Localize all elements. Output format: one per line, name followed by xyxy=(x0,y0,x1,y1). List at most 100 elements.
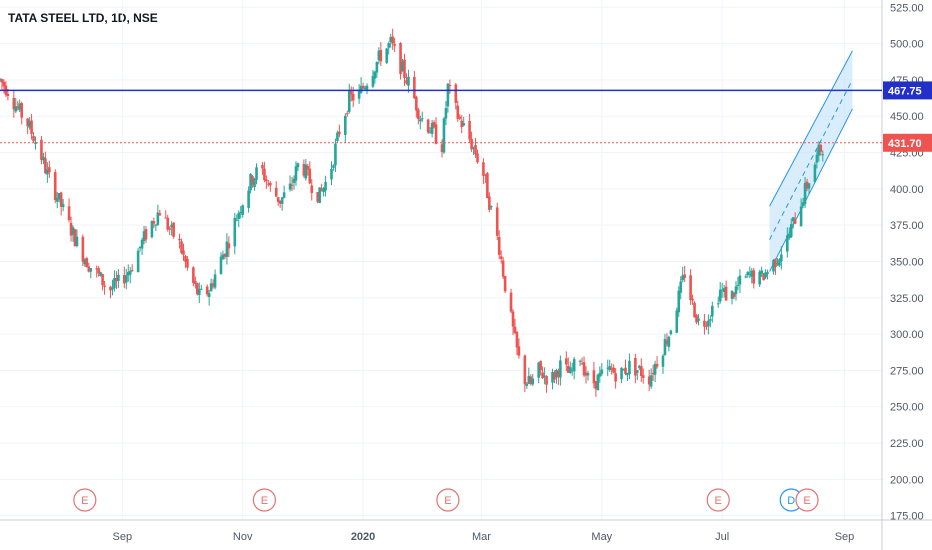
candle-body xyxy=(470,138,473,150)
candle-body xyxy=(426,119,430,133)
candle-body xyxy=(247,190,250,208)
candle-body xyxy=(695,315,698,323)
event-marker-label: E xyxy=(444,495,451,507)
candle-body xyxy=(458,116,462,119)
candle-body xyxy=(142,231,146,241)
candle-body xyxy=(628,360,631,375)
earnings-marker xyxy=(252,488,277,512)
candle-body xyxy=(253,178,256,188)
candle-body xyxy=(636,370,639,373)
candle-body xyxy=(803,183,807,205)
candle-body xyxy=(290,184,294,186)
candle-body xyxy=(738,275,742,285)
candle-body xyxy=(405,80,408,84)
candle-body xyxy=(322,187,325,193)
candle-body xyxy=(815,154,819,163)
candle-body xyxy=(263,168,266,181)
candle-body xyxy=(0,78,2,80)
candle-body xyxy=(225,241,229,257)
candle-body xyxy=(117,274,120,281)
candle-body xyxy=(785,235,789,252)
candle-body xyxy=(434,124,438,144)
candle-body xyxy=(318,187,321,203)
candle-body xyxy=(490,206,493,208)
candle-body xyxy=(665,340,669,345)
candle-body xyxy=(53,172,57,201)
candle-body xyxy=(821,154,825,156)
candle-body xyxy=(746,271,750,276)
x-tick-label: Nov xyxy=(233,531,253,543)
y-tick-label: 500.00 xyxy=(890,39,924,51)
candle-body xyxy=(334,143,337,166)
chart-title: TATA STEEL LTD, 1D, NSE xyxy=(8,11,158,25)
candle-body xyxy=(819,144,823,152)
candle-body xyxy=(136,250,140,273)
y-tick-label: 525.00 xyxy=(890,2,924,14)
candle-body xyxy=(610,368,613,370)
candle-body xyxy=(762,273,765,281)
candle-body xyxy=(817,144,821,156)
candle-body xyxy=(778,259,781,266)
y-tick-label: 350.00 xyxy=(890,256,924,268)
candle-body xyxy=(774,258,777,268)
candle-body xyxy=(413,76,416,99)
candle-body xyxy=(308,168,312,184)
candle-body xyxy=(182,250,185,255)
candle-body xyxy=(661,355,665,367)
candle-body xyxy=(12,97,16,110)
candle-body xyxy=(559,360,562,378)
event-marker-label: D xyxy=(787,495,795,507)
candle-body xyxy=(221,254,225,260)
candle-body xyxy=(34,142,37,144)
candle-body xyxy=(420,118,424,120)
candle-body xyxy=(359,85,363,93)
candle-body xyxy=(709,319,712,321)
candle-body xyxy=(799,206,803,227)
candle-body xyxy=(557,370,560,378)
candle-body xyxy=(432,122,436,128)
candle-body xyxy=(403,59,406,78)
candle-body xyxy=(614,373,617,382)
candle-body xyxy=(537,362,540,378)
candle-body xyxy=(194,281,197,284)
candle-body xyxy=(69,222,73,236)
candle-body xyxy=(566,366,570,373)
candle-body xyxy=(178,238,181,241)
candle-body xyxy=(111,287,114,290)
candle-body xyxy=(332,165,335,168)
candle-body xyxy=(418,119,422,122)
candle-body xyxy=(304,164,308,179)
candle-body xyxy=(101,274,104,286)
candle-body xyxy=(387,43,391,48)
candle-body xyxy=(428,132,432,134)
candle-body xyxy=(446,83,450,107)
candle-body xyxy=(620,367,623,380)
candle-body xyxy=(345,113,349,115)
candle-body xyxy=(760,270,763,274)
candle-body xyxy=(267,183,270,185)
candle-body xyxy=(115,278,118,282)
candle-body xyxy=(456,105,460,119)
candle-body xyxy=(531,378,535,385)
candle-body xyxy=(679,281,683,293)
candle-body xyxy=(476,153,479,163)
candle-body xyxy=(32,136,35,142)
candle-body xyxy=(265,179,268,182)
candle-body xyxy=(126,272,130,276)
candle-body xyxy=(440,144,444,152)
candle-body xyxy=(87,266,91,272)
candle-body xyxy=(196,283,199,295)
y-tick-label: 325.00 xyxy=(890,293,924,305)
candle-body xyxy=(600,369,604,374)
candle-body xyxy=(324,181,327,191)
candle-body xyxy=(81,236,85,262)
candle-body xyxy=(30,120,33,134)
candle-body xyxy=(375,61,379,73)
candle-body xyxy=(515,331,519,348)
candle-body xyxy=(517,346,521,356)
candle-body xyxy=(653,363,657,375)
candle-body xyxy=(649,375,653,387)
candle-body xyxy=(152,221,156,224)
y-tick-label: 400.00 xyxy=(890,184,924,196)
